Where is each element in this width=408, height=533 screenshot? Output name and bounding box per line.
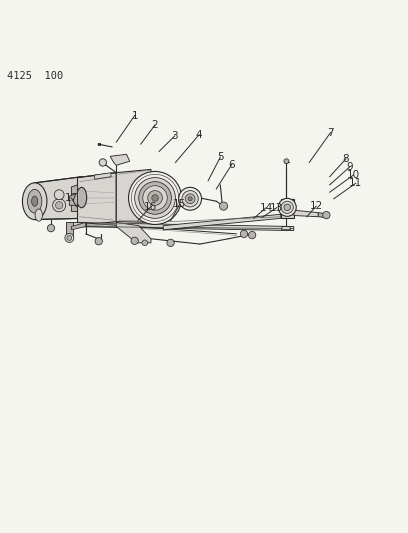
Text: 5: 5: [217, 152, 224, 162]
Circle shape: [54, 190, 64, 199]
Circle shape: [182, 191, 198, 207]
Polygon shape: [282, 227, 290, 230]
Polygon shape: [294, 210, 318, 217]
Ellipse shape: [27, 189, 42, 213]
Circle shape: [99, 159, 106, 166]
Circle shape: [179, 187, 202, 210]
Polygon shape: [116, 169, 151, 222]
Circle shape: [47, 224, 55, 232]
Circle shape: [284, 159, 289, 164]
Circle shape: [240, 230, 248, 238]
Circle shape: [323, 212, 330, 219]
Circle shape: [55, 201, 63, 209]
Circle shape: [278, 198, 296, 216]
Circle shape: [67, 236, 72, 240]
Circle shape: [284, 204, 290, 211]
Circle shape: [167, 239, 174, 246]
Polygon shape: [71, 222, 86, 230]
Circle shape: [65, 233, 74, 243]
Text: 4125  100: 4125 100: [7, 71, 64, 82]
Circle shape: [142, 240, 148, 246]
Text: 4: 4: [196, 130, 202, 140]
Circle shape: [139, 182, 171, 214]
Text: 16: 16: [144, 203, 157, 212]
Polygon shape: [110, 154, 130, 165]
Polygon shape: [95, 173, 111, 179]
Circle shape: [220, 202, 228, 210]
Circle shape: [188, 197, 192, 201]
Ellipse shape: [35, 209, 42, 221]
Text: 14: 14: [259, 203, 273, 213]
Text: 15: 15: [173, 199, 186, 209]
Circle shape: [248, 231, 256, 239]
Text: 12: 12: [310, 201, 323, 211]
Polygon shape: [71, 185, 78, 212]
Ellipse shape: [22, 183, 47, 220]
Circle shape: [152, 195, 158, 201]
Polygon shape: [35, 177, 82, 220]
Text: 3: 3: [171, 131, 178, 141]
Text: 6: 6: [228, 159, 235, 169]
Text: 17: 17: [65, 193, 78, 203]
Polygon shape: [66, 222, 73, 236]
Circle shape: [185, 194, 195, 204]
Ellipse shape: [77, 187, 86, 208]
Text: 2: 2: [152, 120, 158, 130]
Text: 1: 1: [131, 110, 138, 120]
Polygon shape: [281, 199, 294, 217]
Polygon shape: [163, 214, 281, 230]
Circle shape: [135, 177, 175, 219]
Circle shape: [53, 199, 66, 212]
Text: 9: 9: [347, 161, 353, 172]
Text: 10: 10: [347, 170, 360, 180]
Text: 8: 8: [343, 154, 349, 164]
Text: 11: 11: [349, 178, 362, 188]
Circle shape: [129, 172, 182, 224]
Circle shape: [143, 185, 167, 210]
Text: 7: 7: [327, 128, 334, 138]
Circle shape: [148, 191, 162, 205]
Polygon shape: [318, 213, 325, 217]
Ellipse shape: [32, 196, 38, 206]
Polygon shape: [69, 193, 78, 205]
Circle shape: [281, 201, 293, 213]
Polygon shape: [116, 222, 151, 243]
Circle shape: [131, 237, 138, 245]
Text: 13: 13: [270, 203, 283, 213]
Polygon shape: [71, 222, 294, 231]
Polygon shape: [78, 173, 116, 225]
Circle shape: [95, 238, 102, 245]
